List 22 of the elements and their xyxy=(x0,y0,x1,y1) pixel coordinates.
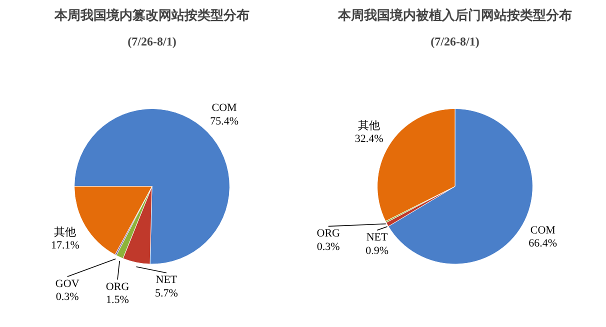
slice-label: GOV xyxy=(55,278,80,290)
slice-label: NET xyxy=(366,232,388,244)
chart-subtitle: (7/26-8/1) xyxy=(128,34,176,48)
chart-title: 本周我国境内篡改网站按类型分布 xyxy=(54,8,250,22)
slice-label: COM xyxy=(530,224,556,236)
data-label: 0.9% xyxy=(366,244,389,257)
slice-label: NET xyxy=(156,274,178,286)
data-label: 32.4% xyxy=(354,133,384,146)
chart-title: 本周我国境内被植入后门网站按类型分布 xyxy=(337,8,572,22)
data-label: 1.5% xyxy=(106,294,129,306)
data-label: 5.7% xyxy=(155,287,178,300)
data-label: 0.3% xyxy=(316,240,340,253)
data-label: 0.3% xyxy=(56,291,79,304)
data-label: 75.4% xyxy=(210,115,239,128)
data-label: 66.4% xyxy=(528,238,558,250)
slice-label: 其他 xyxy=(54,225,76,238)
slice-label: COM xyxy=(212,102,238,114)
slice-label: ORG xyxy=(316,228,340,240)
slice-label: 其他 xyxy=(358,118,380,132)
data-label: 17.1% xyxy=(51,239,80,252)
chart-subtitle: (7/26-8/1) xyxy=(430,34,480,48)
slice-label: ORG xyxy=(106,280,130,293)
